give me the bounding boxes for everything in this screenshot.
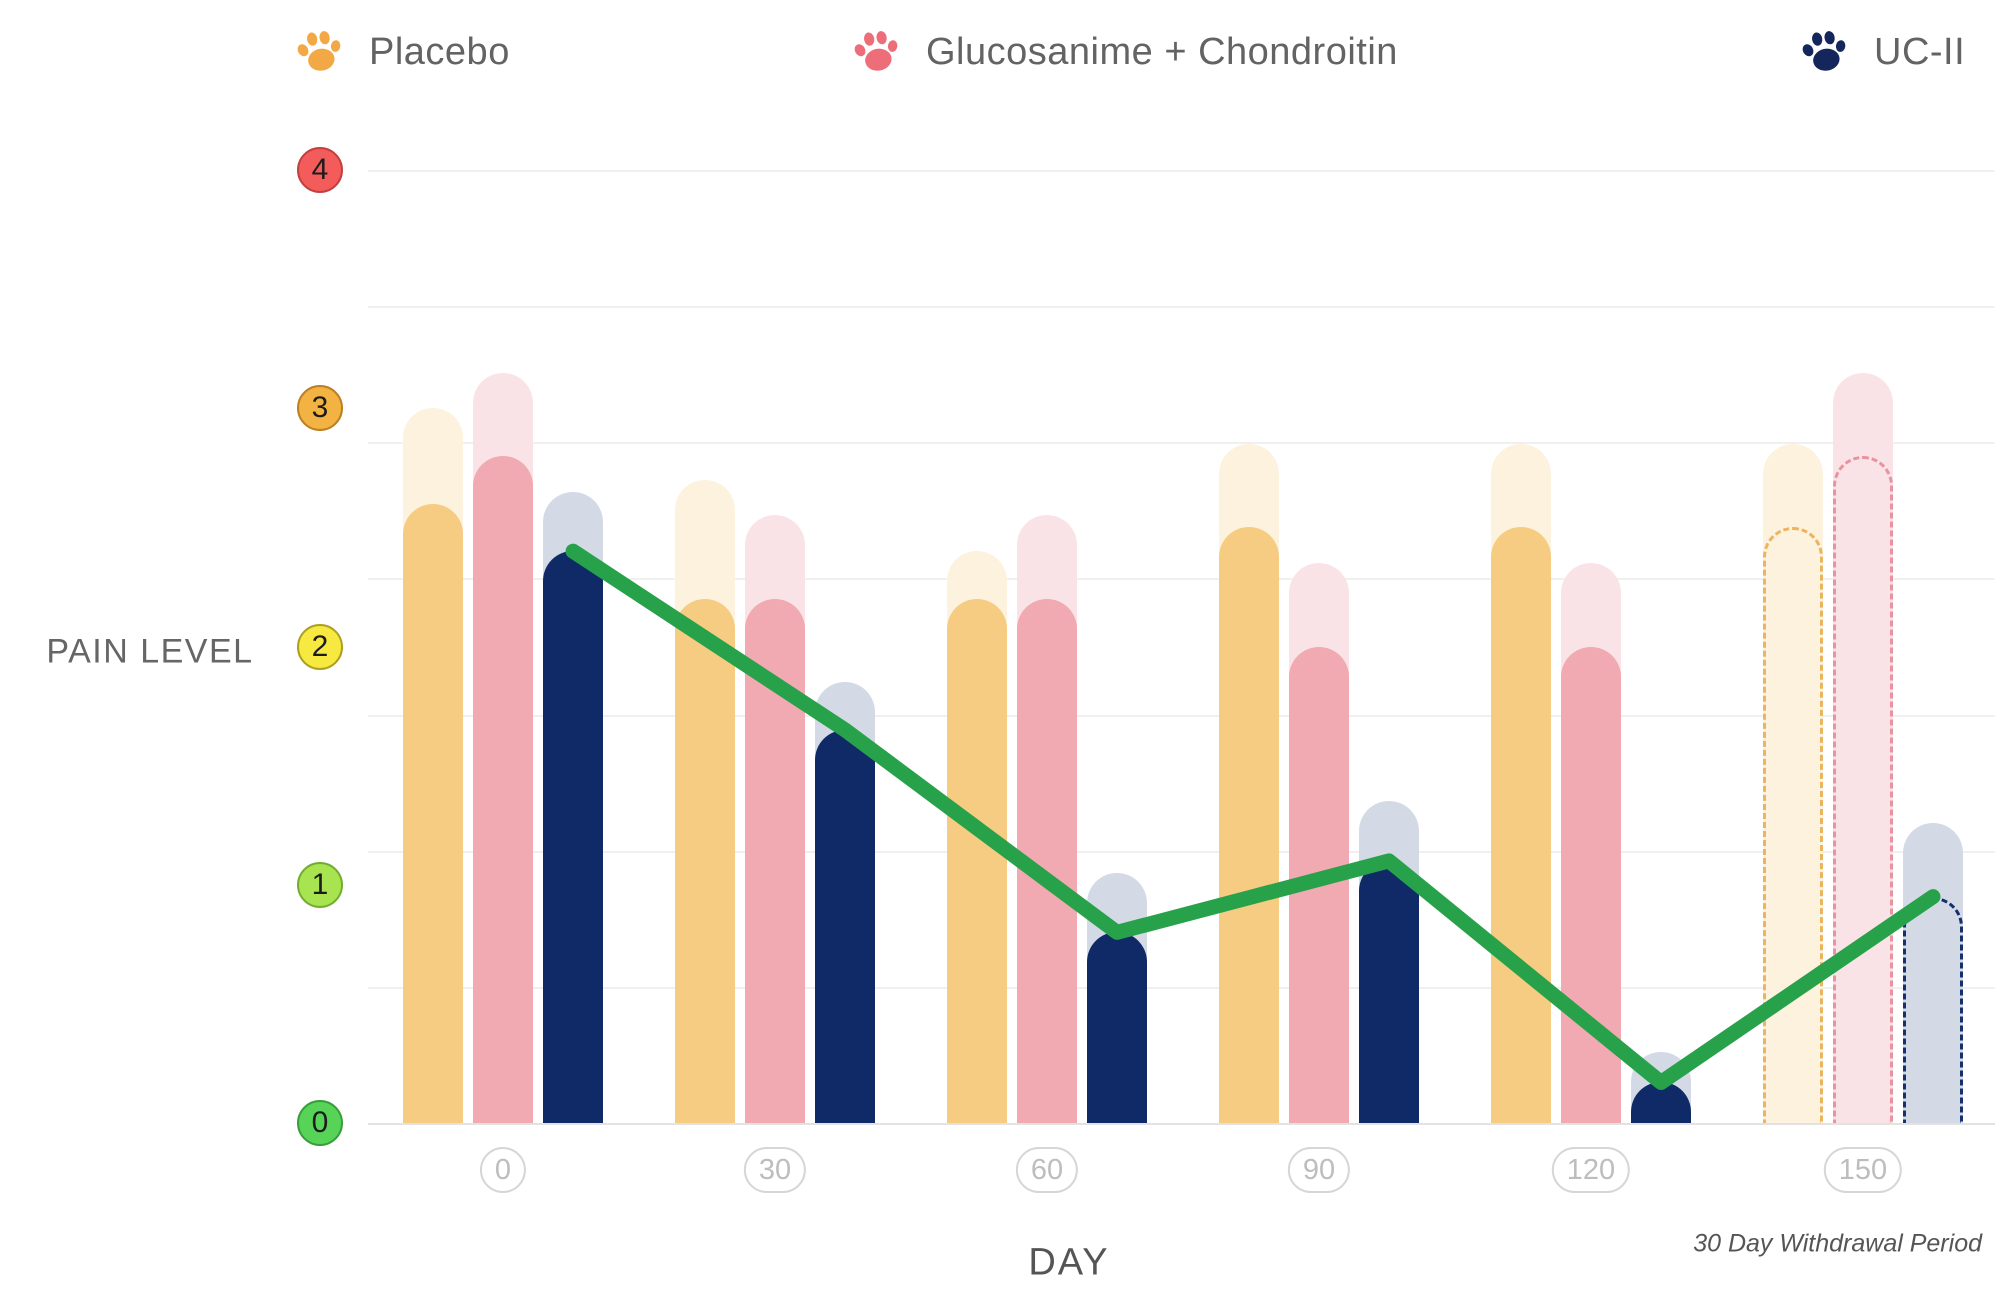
x-tick-30: 30 — [743, 1147, 807, 1193]
gridline — [368, 170, 1995, 172]
bar-placebo-day-0 — [403, 503, 463, 1123]
y-tick-4: 4 — [297, 147, 343, 193]
bar-glucosanime-chondroitin-day-0 — [473, 455, 533, 1123]
legend-label-uc-ii: UC-II — [1874, 30, 1966, 73]
legend-item-glucosanime-chondroitin: Glucosanime + Chondroitin — [852, 24, 1398, 80]
x-tick-120: 120 — [1551, 1147, 1631, 1193]
bar-glucosanime-chondroitin-day-30 — [745, 598, 805, 1123]
bar-glucosanime-chondroitin-day-120 — [1561, 646, 1621, 1123]
bar-placebo-day-30 — [675, 598, 735, 1123]
bar-uc-ii-day-60 — [1087, 932, 1147, 1123]
x-tick-0: 0 — [479, 1147, 527, 1193]
x-axis-baseline — [368, 1123, 1995, 1125]
gridline — [368, 306, 1995, 309]
paw-icon — [297, 31, 341, 71]
x-tick-60: 60 — [1015, 1147, 1079, 1193]
paw-icon — [1802, 31, 1846, 71]
gridline — [368, 442, 1995, 445]
gridline — [368, 850, 1995, 853]
y-tick-0: 0 — [297, 1100, 343, 1146]
gridline — [368, 986, 1995, 989]
x-tick-90: 90 — [1287, 1147, 1351, 1193]
y-tick-2: 2 — [297, 623, 343, 670]
x-axis-title: DAY — [1028, 1241, 1110, 1284]
gridline — [368, 714, 1995, 717]
bar-placebo-day-150 — [1763, 527, 1823, 1123]
x-tick-150: 150 — [1823, 1147, 1903, 1193]
bar-glucosanime-chondroitin-day-150 — [1833, 455, 1893, 1123]
bar-glucosanime-chondroitin-day-90 — [1289, 646, 1349, 1123]
bar-uc-ii-day-90 — [1359, 860, 1419, 1123]
bar-uc-ii-day-0 — [543, 551, 603, 1123]
y-axis-title: PAIN LEVEL — [46, 632, 254, 671]
bar-placebo-day-120 — [1491, 527, 1551, 1123]
chart-legend: Placebo Glucosanime + Chondroitin UC-II — [0, 0, 2000, 100]
y-tick-3: 3 — [297, 385, 343, 432]
legend-item-placebo: Placebo — [295, 24, 510, 80]
gridline — [368, 578, 1995, 581]
bar-placebo-day-90 — [1219, 527, 1279, 1123]
legend-label-placebo: Placebo — [369, 30, 510, 73]
legend-item-uc-ii: UC-II — [1800, 24, 1965, 80]
paw-icon — [854, 31, 898, 71]
bar-glucosanime-chondroitin-day-60 — [1017, 598, 1077, 1123]
bar-placebo-day-60 — [947, 598, 1007, 1123]
legend-label-glucosanime-chondroitin: Glucosanime + Chondroitin — [926, 30, 1398, 73]
y-tick-1: 1 — [297, 861, 343, 908]
withdrawal-period-note: 30 Day Withdrawal Period — [1693, 1229, 1982, 1258]
bar-uc-ii-day-150 — [1903, 896, 1963, 1123]
bar-uc-ii-day-30 — [815, 729, 875, 1123]
